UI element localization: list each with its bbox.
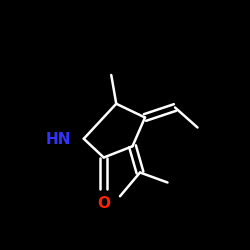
Text: HN: HN [46, 132, 72, 148]
Text: O: O [97, 196, 110, 211]
